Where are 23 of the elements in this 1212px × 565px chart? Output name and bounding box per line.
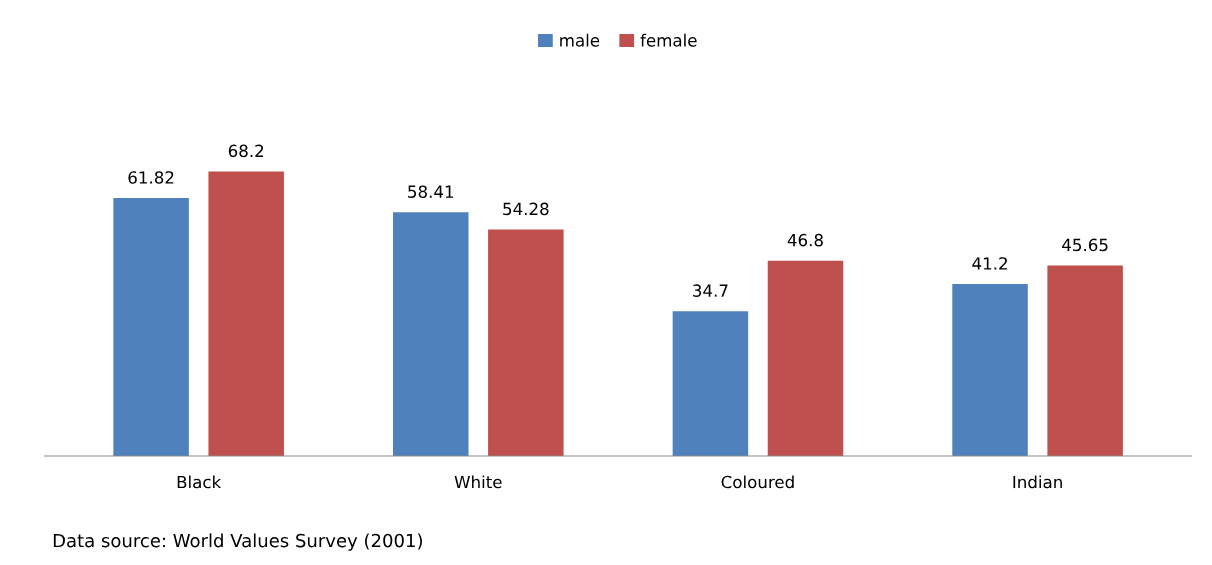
data-label: 41.2 [972, 257, 1007, 270]
x-tick-label: Coloured [721, 475, 794, 489]
x-tick-label: Black [177, 475, 222, 489]
bar [767, 260, 844, 456]
bar [208, 171, 284, 456]
legend-label: male [560, 33, 600, 47]
x-tick-label: Indian [1013, 475, 1062, 489]
bar [952, 284, 1028, 456]
data-label: 45.65 [1062, 238, 1108, 252]
data-label: 34.7 [693, 284, 728, 297]
source-note: Data source: World Values Survey (2001) [53, 533, 422, 551]
data-label: 54.28 [503, 202, 549, 216]
bar [1047, 265, 1123, 456]
bar [672, 311, 749, 456]
bar [113, 198, 189, 456]
data-label: 58.41 [408, 185, 454, 198]
legend-label: female [640, 33, 697, 47]
data-label: 68.2 [228, 144, 264, 158]
bar [393, 212, 469, 456]
data-label: 46.8 [787, 233, 823, 247]
x-tick-label: White [454, 475, 502, 489]
data-label: 61.82 [128, 171, 174, 184]
bar [488, 229, 564, 456]
